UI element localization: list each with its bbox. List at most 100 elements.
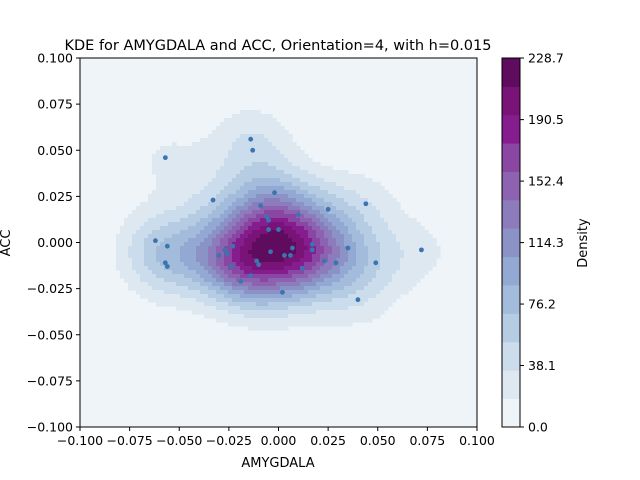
contour-cell [384,206,389,211]
contour-cell [284,266,289,271]
contour-cell [284,274,289,279]
contour-cell [248,194,253,199]
contour-cell [288,178,293,183]
contour-cell [276,206,281,211]
contour-cell [352,274,357,279]
contour-cell [176,250,181,255]
contour-cell [296,322,301,327]
contour-cell [396,206,401,211]
contour-cell [276,234,281,239]
contour-cell [252,254,257,259]
contour-cell [252,290,257,295]
contour-cell [188,162,193,167]
contour-cell [176,158,181,163]
contour-cell [128,250,133,255]
contour-cell [168,186,173,191]
contour-cell [232,206,237,211]
contour-cell [268,258,273,263]
contour-cell [244,194,249,199]
contour-cell [368,190,373,195]
contour-cell [216,290,221,295]
contour-cell [344,202,349,207]
contour-cell [284,226,289,231]
contour-cell [220,190,225,195]
contour-cell [252,230,257,235]
contour-cell [240,174,245,179]
contour-cell [280,170,285,175]
contour-cell [320,190,325,195]
contour-cell [160,238,165,243]
contour-cell [408,262,413,267]
contour-cell [276,174,281,179]
contour-cell [308,226,313,231]
contour-cell [216,130,221,135]
contour-cell [224,302,229,307]
data-point [256,262,262,268]
contour-cell [380,290,385,295]
contour-cell [332,206,337,211]
contour-cell [280,142,285,147]
contour-cell [304,322,309,327]
contour-cell [136,246,141,251]
contour-cell [244,122,249,127]
contour-cell [340,270,345,275]
contour-cell [180,206,185,211]
contour-cell [208,274,213,279]
contour-cell [348,282,353,287]
contour-cell [372,218,377,223]
contour-cell [172,182,177,187]
contour-cell [276,242,281,247]
contour-cell [164,234,169,239]
contour-cell [360,290,365,295]
data-point [295,212,301,218]
contour-cell [188,226,193,231]
contour-cell [272,210,277,215]
contour-cell [288,302,293,307]
contour-cell [416,238,421,243]
contour-cell [276,302,281,307]
contour-cell [348,222,353,227]
contour-cell [304,154,309,159]
contour-cell [296,162,301,167]
contour-cell [148,226,153,231]
contour-cell [184,254,189,259]
contour-cell [296,198,301,203]
contour-cell [208,298,213,303]
contour-cell [248,174,253,179]
contour-cell [320,238,325,243]
contour-cell [392,238,397,243]
contour-cell [232,226,237,231]
contour-cell [228,126,233,131]
contour-cell [348,306,353,311]
contour-cell [272,178,277,183]
contour-cell [172,178,177,183]
contour-cell [304,190,309,195]
contour-cell [428,266,433,271]
contour-cell [424,250,429,255]
contour-cell [176,214,181,219]
contour-cell [244,118,249,123]
contour-cell [184,178,189,183]
contour-cell [192,150,197,155]
contour-cell [216,246,221,251]
contour-cell [248,318,253,323]
contour-cell [224,186,229,191]
contour-cell [284,134,289,139]
contour-cell [352,250,357,255]
contour-cell [384,278,389,283]
contour-cell [216,234,221,239]
contour-cell [332,202,337,207]
contour-cell [272,186,277,191]
contour-cell [232,290,237,295]
contour-cell [156,242,161,247]
contour-cell [352,282,357,287]
contour-cell [168,222,173,227]
contour-cell [400,278,405,283]
contour-cell [264,302,269,307]
contour-cell [284,178,289,183]
contour-cell [200,178,205,183]
contour-cell [280,322,285,327]
contour-cell [248,302,253,307]
contour-cell [260,118,265,123]
contour-cell [368,254,373,259]
